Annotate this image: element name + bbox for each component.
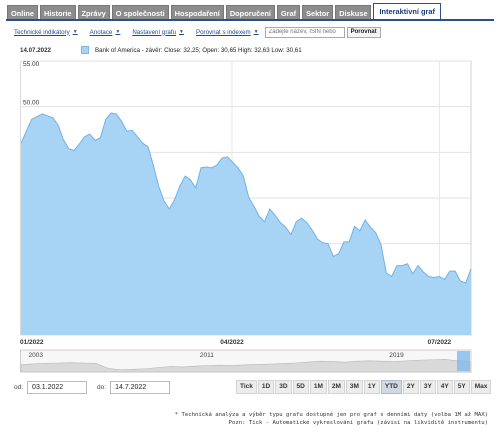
tab-online[interactable]: Online	[7, 5, 38, 20]
compare-index-label: Porovnat s indexem	[195, 28, 251, 36]
tab-interaktivní-graf[interactable]: Interaktivní graf	[373, 3, 441, 20]
date-range: od: do:	[14, 380, 171, 395]
y-tick-label: 50.00	[23, 100, 40, 107]
x-tick-label: 04/2022	[220, 339, 244, 346]
zoom-button-2y[interactable]: 2Y	[402, 380, 419, 394]
indicators-menu[interactable]: Technické indikátory ▼	[14, 29, 78, 36]
tab-diskuse[interactable]: Diskuse	[335, 5, 372, 20]
quote-info: 14.07.2022 Bank of America - závěr: Clos…	[20, 45, 302, 55]
footnote-line: Pozn: Tick - Automatické vykreslování gr…	[228, 420, 488, 426]
quote-date: 14.07.2022	[20, 46, 51, 54]
tab-zprávy[interactable]: Zprávy	[77, 5, 110, 20]
zoom-button-3m[interactable]: 3M	[345, 380, 363, 394]
zoom-button-ytd[interactable]: YTD	[380, 380, 402, 394]
legend-swatch	[80, 46, 89, 54]
zoom-button-3d[interactable]: 3D	[275, 380, 292, 394]
tab-bar: Online Historie Zprávy O společnosti Hospoda…	[7, 3, 441, 20]
y-tick-label: 55.00	[23, 61, 40, 68]
settings-menu[interactable]: Nastavení grafu ▼	[132, 29, 184, 36]
zoom-button-1y[interactable]: 1Y	[363, 380, 380, 394]
chevron-down-icon: ▼	[253, 29, 259, 35]
tab-hospodaření[interactable]: Hospodaření	[170, 5, 224, 20]
zoom-button-3y[interactable]: 3Y	[419, 380, 436, 394]
to-label: do:	[97, 384, 107, 391]
price-line	[20, 112, 472, 284]
price-chart[interactable]: 55.0050.0045.0040.0035.0030.0025.0001/20…	[20, 59, 482, 377]
zoom-button-1d[interactable]: 1D	[257, 380, 275, 394]
tab-sektor[interactable]: Sektor	[302, 5, 334, 20]
zoom-button-max[interactable]: Max	[470, 380, 492, 394]
zoom-buttons: Tick 1D 3D 5D 1M 2M 3M 1Y YTD 2Y 3Y 4Y 5Y Max	[236, 380, 492, 394]
navigator-selection	[457, 351, 470, 371]
chevron-down-icon: ▼	[72, 29, 78, 35]
from-label: od:	[14, 384, 24, 391]
quote-legend: Bank of America - závěr: Close: 32,25; O…	[94, 46, 302, 54]
compare-search-input[interactable]	[264, 26, 345, 38]
tab-graf[interactable]: Graf	[276, 5, 301, 20]
footnote-line: * Technická analýza a výběr typu grafu d…	[174, 412, 488, 418]
zoom-button-5y[interactable]: 5Y	[453, 380, 470, 394]
zoom-button-2m[interactable]: 2M	[327, 380, 345, 394]
chevron-down-icon: ▼	[115, 29, 121, 35]
navigator-year-label: 2019	[389, 352, 404, 359]
annotations-label: Anotace	[89, 28, 113, 36]
to-date-input[interactable]	[110, 381, 171, 394]
x-tick-label: 07/2022	[428, 339, 452, 346]
tab-o-společnosti[interactable]: O společnosti	[111, 5, 169, 20]
navigator-series	[20, 359, 471, 373]
tab-underline	[6, 19, 494, 21]
indicators-label: Technické indikátory	[14, 28, 70, 36]
x-tick-label: 01/2022	[20, 339, 44, 346]
footnotes: * Technická analýza a výběr typu grafu d…	[175, 411, 488, 427]
navigator-year-label: 2011	[200, 352, 214, 359]
tab-historie[interactable]: Historie	[40, 5, 76, 20]
annotations-menu[interactable]: Anotace ▼	[90, 29, 121, 36]
price-area	[21, 113, 471, 335]
zoom-button-5d[interactable]: 5D	[292, 380, 309, 394]
navigator-year-label: 2003	[29, 352, 44, 359]
chart-toolbar: Technické indikátory ▼ Anotace ▼ Nastavení…	[14, 26, 381, 38]
from-date-input[interactable]	[27, 381, 88, 394]
chevron-down-icon: ▼	[179, 29, 184, 35]
settings-label: Nastavení grafu	[132, 28, 177, 36]
compare-button[interactable]: Porovnat	[346, 26, 381, 38]
compare-index-menu[interactable]: Porovnat s indexem ▼	[196, 29, 259, 36]
zoom-button-1m[interactable]: 1M	[309, 380, 327, 394]
zoom-button-tick[interactable]: Tick	[236, 380, 257, 394]
tab-doporučení[interactable]: Doporučení	[225, 5, 275, 20]
zoom-button-4y[interactable]: 4Y	[436, 380, 453, 394]
